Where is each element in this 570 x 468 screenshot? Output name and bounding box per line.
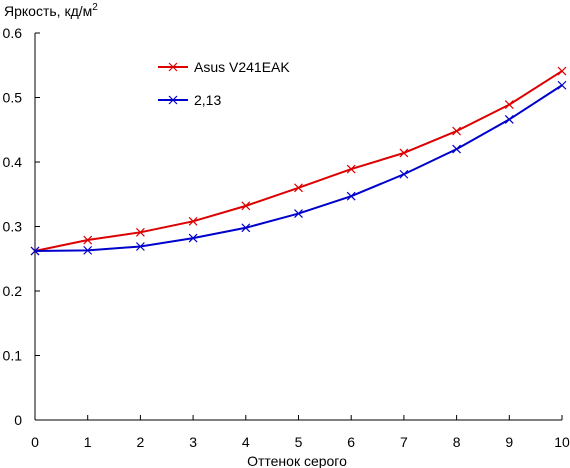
x-axis-title: Оттенок серого	[247, 453, 347, 468]
data-point-marker	[504, 100, 514, 110]
legend-label-0: Asus V241EAK	[194, 59, 290, 75]
legend-marker-1	[168, 95, 178, 105]
x-tick-label: 5	[295, 434, 303, 450]
x-tick-label: 3	[189, 434, 197, 450]
data-point-marker	[452, 144, 462, 154]
data-point-marker	[504, 115, 514, 124]
data-point-marker	[557, 80, 567, 90]
legend-marker-0	[168, 62, 178, 72]
y-axis-title-superscript: 2	[92, 2, 98, 13]
x-tick-label: 0	[31, 434, 39, 450]
data-point-marker	[346, 164, 356, 174]
data-point-marker	[135, 242, 145, 251]
y-tick-label: 0.2	[3, 283, 23, 299]
y-tick-label: 0.4	[3, 154, 23, 170]
axes: 0 0.1 0.2 0.3 0.4 0.5 0.6 0 1 2 3 4 5 6 7 8 9 10	[3, 25, 570, 450]
data-point-marker	[83, 245, 93, 255]
y-tick-label: 0.6	[3, 25, 23, 41]
data-point-marker	[188, 233, 198, 243]
y-tick-label: 0	[14, 412, 22, 428]
series-line-1	[34, 84, 563, 253]
data-point-marker	[557, 66, 567, 76]
series-layer	[30, 66, 567, 256]
series-line-0	[34, 70, 563, 252]
x-tick-label: 8	[453, 434, 461, 450]
y-axis-title: Яркость, кд/м2	[4, 2, 98, 19]
x-tick-label: 7	[400, 434, 408, 450]
x-tick-label: 4	[242, 434, 250, 450]
x-tick-label: 6	[347, 434, 355, 450]
data-point-marker	[83, 235, 93, 245]
data-point-marker	[399, 148, 409, 158]
legend: Asus V241EAK 2,13	[158, 59, 290, 108]
x-tick-label: 2	[137, 434, 145, 450]
data-point-marker	[135, 227, 145, 237]
x-tick-label: 10	[554, 434, 570, 450]
y-tick-label: 0.1	[3, 348, 23, 364]
data-point-marker	[30, 246, 40, 256]
data-point-marker	[346, 191, 356, 201]
data-point-marker	[241, 223, 251, 233]
x-tick-label: 1	[84, 434, 92, 450]
data-point-marker	[294, 183, 303, 193]
data-point-marker	[294, 209, 303, 219]
legend-label-1: 2,13	[194, 92, 221, 108]
x-tick-label: 9	[505, 434, 513, 450]
y-tick-label: 0.5	[3, 90, 23, 106]
data-point-marker	[241, 201, 251, 211]
data-point-marker	[188, 216, 198, 226]
data-point-marker	[452, 126, 462, 136]
data-point-marker	[399, 169, 409, 179]
y-tick-label: 0.3	[3, 219, 23, 235]
